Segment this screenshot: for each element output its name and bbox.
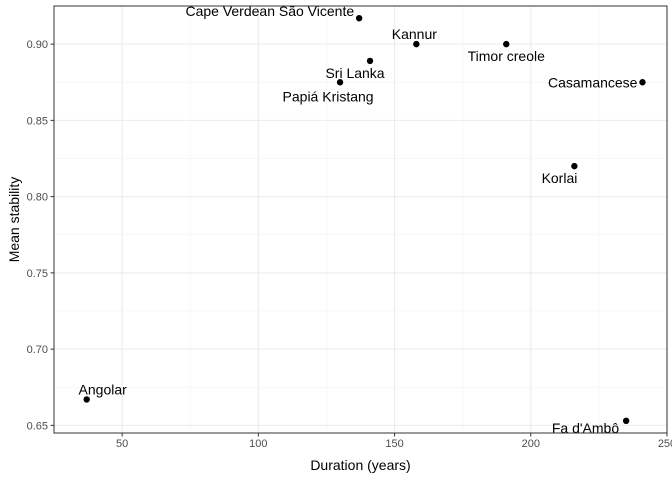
y-tick-label: 0.85 bbox=[27, 115, 48, 127]
panel-border bbox=[53, 5, 668, 434]
y-tick-label: 0.70 bbox=[27, 344, 48, 356]
x-tick-label: 50 bbox=[116, 438, 128, 450]
y-tick-label: 0.90 bbox=[27, 39, 48, 51]
point-label: Kannur bbox=[392, 26, 437, 42]
point-label: Papiá Kristang bbox=[283, 88, 374, 104]
data-point bbox=[83, 396, 90, 403]
data-points bbox=[83, 15, 646, 424]
x-tick-label: 150 bbox=[385, 438, 403, 450]
y-axis-title: Mean stability bbox=[6, 177, 22, 263]
minor-gridlines bbox=[54, 6, 667, 433]
x-axis-title: Duration (years) bbox=[310, 457, 410, 473]
data-point bbox=[355, 15, 363, 22]
y-tick-label: 0.80 bbox=[27, 192, 48, 204]
y-tick-label: 0.65 bbox=[27, 420, 48, 432]
x-tick-label: 200 bbox=[522, 438, 540, 450]
data-point bbox=[571, 162, 578, 170]
data-point bbox=[336, 79, 344, 86]
point-labels: Cape Verdean São Vicente Kannur Timor creo… bbox=[79, 3, 638, 436]
x-tick-label: 100 bbox=[249, 438, 267, 450]
x-axis-ticks: 50 100 150 200 250 bbox=[116, 433, 672, 450]
point-label: Sri Lanka bbox=[325, 65, 384, 81]
data-point bbox=[366, 57, 374, 65]
x-tick-label: 250 bbox=[658, 438, 672, 450]
point-label: Casamancese bbox=[548, 74, 638, 90]
point-label: Fa d'Ambô bbox=[552, 420, 619, 436]
point-label: Cape Verdean São Vicente bbox=[185, 3, 354, 19]
data-point bbox=[503, 40, 510, 48]
point-label: Timor creole bbox=[468, 48, 545, 64]
data-point bbox=[622, 417, 630, 424]
data-point bbox=[639, 79, 646, 86]
y-axis-ticks: 0.65 0.70 0.75 0.80 0.85 0.90 bbox=[27, 39, 54, 432]
y-tick-label: 0.75 bbox=[27, 268, 48, 280]
point-label: Angolar bbox=[79, 381, 128, 397]
data-point bbox=[413, 40, 420, 48]
point-label: Korlai bbox=[542, 170, 578, 186]
